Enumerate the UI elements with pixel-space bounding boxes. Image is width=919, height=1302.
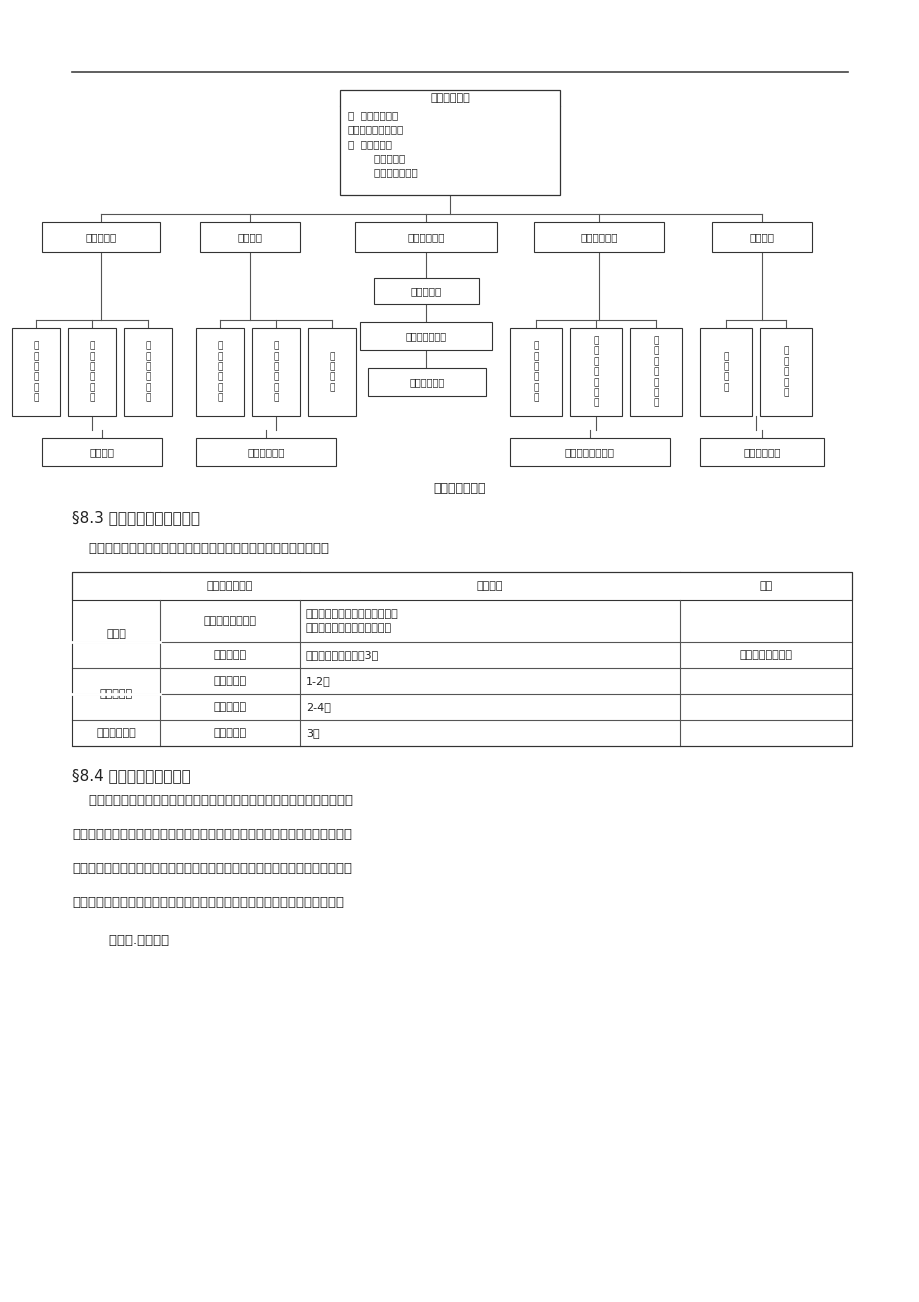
Bar (374, 279, 479, 303)
Bar (359, 322, 492, 350)
Bar (68, 328, 116, 417)
Text: 准则，经常性地对工地实施情况进行检查，并监督各项安全技术措施的落实。: 准则，经常性地对工地实施情况进行检查，并监督各项安全技术措施的落实。 (72, 896, 344, 909)
Bar (699, 437, 823, 466)
Text: 广
播
及
墙
板
报: 广 播 及 墙 板 报 (273, 341, 278, 402)
Text: 专职安全员: 专职安全员 (213, 676, 246, 686)
Text: 各施工作业班组: 各施工作业班组 (405, 331, 446, 341)
Text: 安
全
活
动
经
费: 安 全 活 动 经 费 (33, 341, 39, 402)
Text: 提高安全意识: 提高安全意识 (247, 447, 285, 457)
Text: 项目经理、项目副经理、质量安
全部部长、各施工工段负责人: 项目经理、项目副经理、质量安 全部部长、各施工工段负责人 (306, 609, 398, 633)
Bar (42, 223, 160, 253)
Text: 施工作业队: 施工作业队 (411, 286, 442, 296)
Text: 定
期
检
查: 定 期 检 查 (722, 352, 728, 392)
Text: 不
定
期
检
查: 不 定 期 检 查 (782, 346, 788, 397)
Text: 安
全
奖
惩
条
例: 安 全 奖 惩 条 例 (89, 341, 95, 402)
Text: 措施。各级安全部门以安全技术措施为依据，以安全法规和各项安全规章制度为: 措施。各级安全部门以安全技术措施为依据，以安全法规和各项安全规章制度为 (72, 862, 352, 875)
Text: 安
全
管
理
措
施: 安 全 管 理 措 施 (145, 341, 151, 402)
Text: 安全保证体系图: 安全保证体系图 (433, 482, 486, 495)
Bar (509, 437, 669, 466)
Text: 针对工程特点、施工环境、施工方法、劳动组织、作业方法、使用的机械、: 针对工程特点、施工环境、施工方法、劳动组织、作业方法、使用的机械、 (72, 794, 353, 807)
Text: （一）.安全教育: （一）.安全教育 (92, 934, 169, 947)
Bar (196, 437, 335, 466)
Text: 组  长：项目经理
副组长：项目副经理
成  员：工段长
        技术负责人
        质量安全部部长: 组 长：项目经理 副组长：项目副经理 成 员：工段长 技术负责人 质量安全部部长 (347, 109, 417, 177)
Text: §8.3 安全生产管理组织机构: §8.3 安全生产管理组织机构 (72, 510, 199, 525)
Text: 施
工
各
工
序
安
全: 施 工 各 工 序 安 全 (593, 336, 598, 408)
Text: 设专职安全管理人员3人: 设专职安全管理人员3人 (306, 650, 379, 660)
Text: 安全责任制: 安全责任制 (85, 232, 117, 242)
Text: 消除事故隐患: 消除事故隐患 (743, 447, 780, 457)
Text: 动力设备、变配电设施、以及各种安全防护设施等制定切实可行的安全施工技术: 动力设备、变配电设施、以及各种安全防护设施等制定切实可行的安全施工技术 (72, 828, 352, 841)
Bar (12, 328, 60, 417)
Bar (711, 223, 811, 253)
Text: 三
工
教
育: 三 工 教 育 (329, 352, 335, 392)
Text: 施工作业班组: 施工作业班组 (96, 728, 136, 738)
Text: 兼职安全员: 兼职安全员 (213, 702, 246, 712)
Bar (533, 223, 664, 253)
Text: 防
机
械
车
辆
伤
害: 防 机 械 车 辆 伤 害 (652, 336, 658, 408)
Text: 兼职安全员: 兼职安全员 (213, 728, 246, 738)
Text: 管理机构或人员: 管理机构或人员 (207, 581, 253, 591)
Text: 奖惩兑现: 奖惩兑现 (89, 447, 114, 457)
Bar (124, 328, 172, 417)
Bar (368, 368, 485, 396)
Text: 安全教育: 安全教育 (237, 232, 262, 242)
Text: 提高预测预防能力: 提高预测预防能力 (564, 447, 614, 457)
Bar (308, 328, 356, 417)
Text: 在本段拟设置的管理组织机构中，各级机构的组成及人员安排如下：: 在本段拟设置的管理组织机构中，各级机构的组成及人员安排如下： (72, 542, 329, 555)
Text: 安全工作体系: 安全工作体系 (407, 232, 444, 242)
Text: 不兼质量管理业务: 不兼质量管理业务 (739, 650, 791, 660)
Text: 质量安全部: 质量安全部 (213, 650, 246, 660)
Bar (42, 437, 162, 466)
Bar (72, 572, 851, 746)
Text: 安全生产领导小组: 安全生产领导小组 (203, 616, 256, 626)
Text: 3人: 3人 (306, 728, 319, 738)
Bar (570, 328, 621, 417)
Text: 组成成员: 组成成员 (476, 581, 503, 591)
Text: 项目部: 项目部 (106, 629, 126, 639)
Bar (630, 328, 681, 417)
Bar (699, 328, 751, 417)
Bar (340, 90, 560, 195)
Text: 防
电
防
雷
防
火: 防 电 防 雷 防 火 (533, 341, 539, 402)
Bar (199, 223, 300, 253)
Text: §8.4 确保工程安全的措施: §8.4 确保工程安全的措施 (72, 768, 190, 783)
Text: 安全领导小组: 安全领导小组 (430, 92, 470, 103)
Text: 1-2人: 1-2人 (306, 676, 331, 686)
Text: 安全工作内容: 安全工作内容 (580, 232, 617, 242)
Bar (759, 328, 811, 417)
Text: 备注: 备注 (758, 581, 772, 591)
Bar (252, 328, 300, 417)
Text: 实现安全生产: 实现安全生产 (409, 378, 444, 387)
Bar (196, 328, 244, 417)
Text: 系
统
安
全
教
育: 系 统 安 全 教 育 (217, 341, 222, 402)
Text: 施工作业队: 施工作业队 (99, 689, 132, 699)
Text: 安全检查: 安全检查 (749, 232, 774, 242)
Bar (72, 572, 851, 600)
Bar (355, 223, 496, 253)
Text: 2-4人: 2-4人 (306, 702, 331, 712)
Bar (509, 328, 562, 417)
